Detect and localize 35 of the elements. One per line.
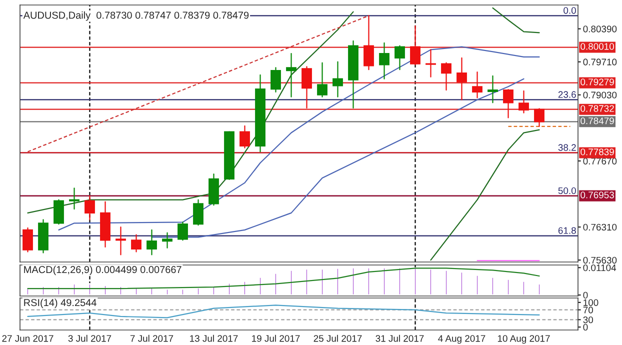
x-tick-label: 3 Jul 2017 (68, 334, 112, 342)
y-tick-label: 0.79710 (583, 58, 617, 66)
y-tick-label: 0.79030 (583, 92, 617, 98)
annotation: 23.6 (558, 91, 576, 98)
x-tick-label: 4 Aug 2017 (438, 335, 486, 344)
chart-title: MACD(12,26,9) 0.004499 0.007667 (24, 266, 182, 276)
y-tick-label: 0 (583, 292, 588, 299)
x-tick-label: 31 Jul 2017 (376, 334, 424, 342)
y-tick-label: 30 (583, 316, 593, 324)
ref-line-label: 0.76953 (580, 192, 614, 198)
ref-line-label: 0.78479 (580, 117, 614, 124)
ref-line-label: 0.80010 (580, 43, 614, 50)
annotation: 38.2 (558, 144, 576, 151)
y-tick-label: 0.80390 (583, 26, 617, 32)
annotation: 50.0 (558, 187, 576, 194)
chart-title: RSI(14) 49.2544 (24, 298, 96, 308)
y-tick-label: 0 (583, 324, 588, 331)
x-tick-label: 25 Jul 2017 (314, 334, 362, 342)
y-tick-label: 0.77670 (583, 158, 617, 164)
ref-line-label: 0.78732 (580, 105, 614, 112)
x-tick-label: 27 Jun 2017 (2, 335, 54, 342)
x-tick-label: 13 Jul 2017 (190, 334, 238, 342)
ref-line-label: 0.77839 (580, 148, 614, 156)
y-tick-label: 0.75630 (583, 256, 617, 264)
y-tick-label: 0.01104 (583, 264, 616, 272)
y-tick-label: 100 (584, 299, 598, 306)
x-tick-label: 19 Jul 2017 (252, 334, 300, 342)
y-tick-label: 0.76310 (583, 224, 617, 231)
ref-line-label: 0.79279 (580, 78, 614, 86)
y-tick-label: 70 (583, 306, 593, 314)
annotation: 0.0 (564, 7, 576, 14)
x-tick-label: 7 Jul 2017 (130, 334, 174, 342)
text: AUDUSD,Daily 0.78730 0.78747 0.78379 0.78479 (23, 11, 249, 21)
x-tick-label: 10 Aug 2017 (498, 335, 550, 344)
annotation: 61.8 (558, 227, 576, 234)
